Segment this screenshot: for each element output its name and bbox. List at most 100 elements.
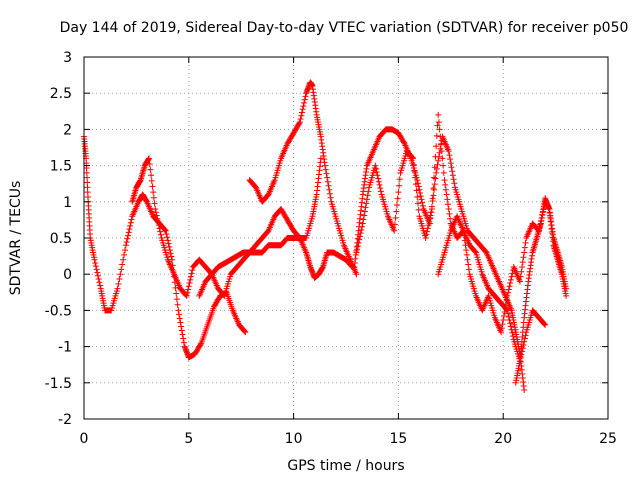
data-point [92,259,99,266]
data-point [446,152,453,159]
data-point [178,327,185,334]
data-point [356,233,363,240]
data-point [424,225,431,232]
data-point [423,231,430,238]
data-point [183,292,190,299]
data-point [151,200,158,207]
data-point [155,222,162,229]
data-point [394,195,401,202]
data-point [121,247,128,254]
data-point [411,168,418,175]
data-point [521,387,528,394]
data-point [125,229,132,236]
data-point [507,276,514,283]
data-point [460,227,467,234]
data-point [498,325,505,332]
data-point [396,182,403,189]
data-point [185,283,192,290]
data-point [353,271,360,278]
data-point [435,111,442,118]
data-point [521,249,528,256]
x-tick-label: 10 [285,431,303,447]
data-point [472,248,479,255]
data-point [409,154,416,161]
data-point [148,172,155,179]
data-point [396,176,403,183]
data-point [373,169,380,176]
data-point [180,339,187,346]
data-point [324,178,331,185]
data-point [376,181,383,188]
data-point [300,103,307,110]
data-point [419,199,426,206]
data-point [149,183,156,190]
data-point [150,194,157,201]
data-point [377,188,384,195]
data-point [413,187,420,194]
data-point [448,164,455,171]
data-point [95,276,102,283]
data-point [189,267,196,274]
data-point [505,286,512,293]
y-tick-label: 1.5 [50,159,72,175]
data-point [164,234,171,241]
data-point [435,119,442,126]
data-point [416,186,423,193]
data-point [365,188,372,195]
data-point [188,270,195,277]
data-point [393,208,400,215]
data-point [426,218,433,225]
data-point [177,319,184,326]
data-point [463,247,470,254]
data-point [434,122,441,129]
x-tick-label: 15 [389,431,407,447]
data-point [431,164,438,171]
data-point [507,320,514,327]
data-point [433,132,440,139]
data-point [326,190,333,197]
data-point [426,215,433,222]
data-point [372,162,379,169]
data-point [505,289,512,296]
data-point [375,175,382,182]
data-point [440,169,447,176]
data-point [519,259,526,266]
data-point [354,246,361,253]
data-point [125,232,132,239]
data-point [447,215,454,222]
data-point [377,185,384,192]
data-point [355,239,362,246]
data-point [430,192,437,199]
data-point [415,206,422,213]
data-point [359,223,366,230]
data-point [414,193,421,200]
data-point [417,193,424,200]
data-point [509,329,516,336]
data-point [326,186,333,193]
data-point [445,206,452,213]
data-point [163,230,170,237]
data-point [375,178,382,185]
y-tick-label: -0.5 [45,303,72,319]
data-point [173,296,180,303]
data-point [433,169,440,176]
data-point [440,162,447,169]
y-tick-label: -1.5 [45,376,72,392]
data-point [127,219,134,226]
data-point [358,226,365,233]
x-tick-label: 0 [80,431,89,447]
data-point [425,222,432,229]
x-axis-label: GPS time / hours [287,458,404,474]
data-point [363,200,370,207]
data-point [374,172,381,179]
data-point [517,273,524,280]
data-point [197,341,204,348]
data-point [153,212,160,219]
data-point [356,236,363,243]
data-point [507,280,514,287]
data-point [431,181,438,188]
x-tick-label: 20 [494,431,512,447]
data-point [172,284,179,291]
data-point [91,256,98,263]
data-point [508,326,515,333]
